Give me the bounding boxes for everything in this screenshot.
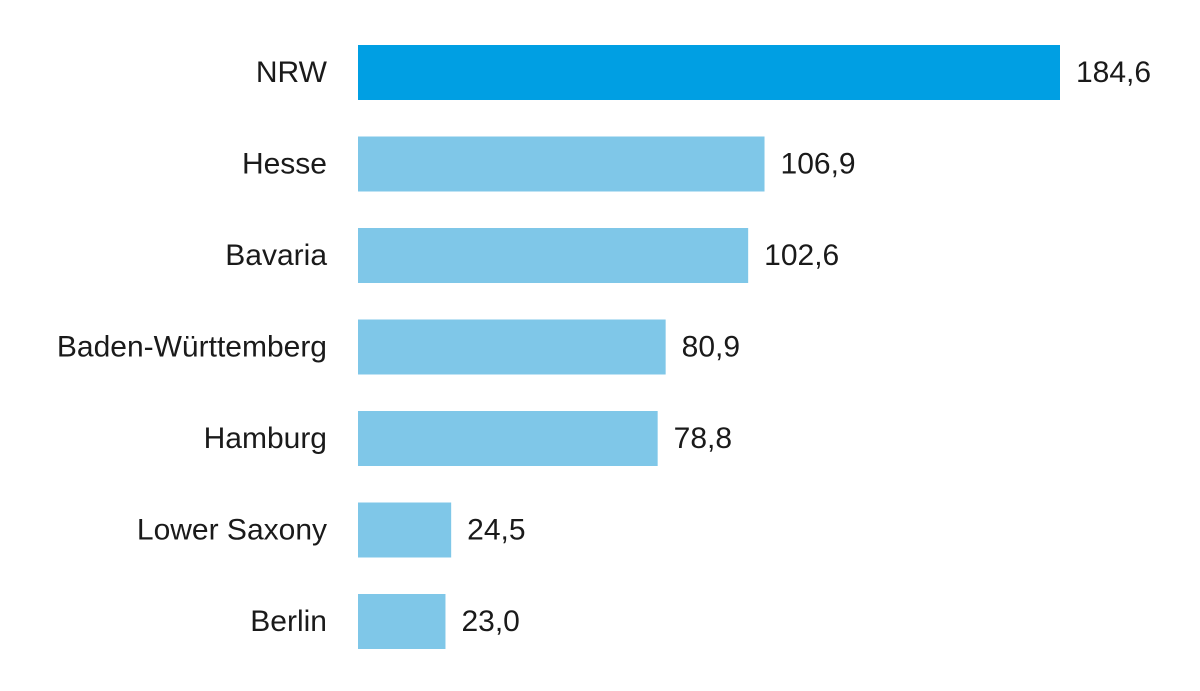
- bar-baden-wurttemberg: [358, 319, 666, 375]
- value-label-lower-saxony: 24,5: [467, 514, 525, 547]
- bar-berlin: [358, 594, 446, 649]
- category-label-hamburg: Hamburg: [204, 422, 327, 455]
- category-label-lower-saxony: Lower Saxony: [137, 514, 327, 547]
- bar-lower-saxony: [358, 502, 452, 558]
- bar-bavaria: [358, 228, 749, 283]
- value-label-hamburg: 78,8: [674, 422, 732, 455]
- value-label-hesse: 106,9: [781, 148, 856, 181]
- category-label-hesse: Hesse: [242, 148, 327, 181]
- bar-nrw: [358, 45, 1060, 100]
- value-labels-group: 184,6 106,9 102,6 80,9 78,8 24,5 23,0: [461, 56, 1151, 638]
- category-label-nrw: NRW: [256, 56, 328, 89]
- value-label-bavaria: 102,6: [764, 239, 839, 272]
- category-label-baden-wurttemberg: Baden-Württemberg: [57, 331, 327, 364]
- bar-hamburg: [358, 411, 658, 466]
- category-label-bavaria: Bavaria: [225, 239, 327, 272]
- value-label-nrw: 184,6: [1076, 56, 1151, 89]
- value-label-berlin: 23,0: [461, 605, 519, 638]
- bar-hesse: [358, 136, 765, 192]
- value-label-baden-wurttemberg: 80,9: [682, 331, 740, 364]
- bars-group: [358, 45, 1060, 649]
- category-labels-group: NRW Hesse Bavaria Baden-Württemberg Hamburg L…: [57, 56, 328, 638]
- category-label-berlin: Berlin: [250, 605, 327, 638]
